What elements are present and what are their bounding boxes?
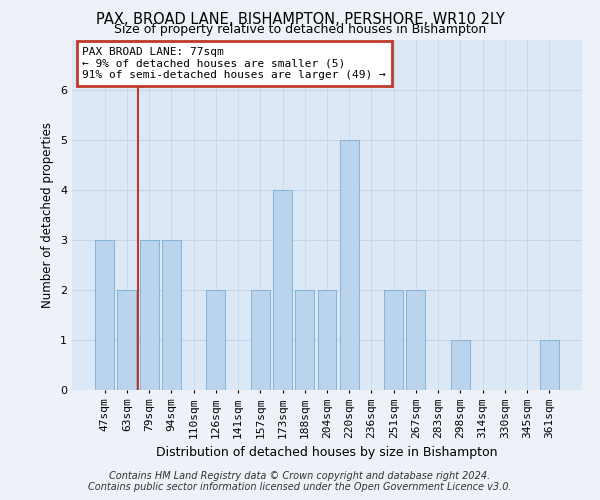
Bar — [451, 340, 470, 390]
X-axis label: Distribution of detached houses by size in Bishampton: Distribution of detached houses by size … — [156, 446, 498, 460]
Bar — [295, 290, 314, 390]
Text: PAX BROAD LANE: 77sqm
← 9% of detached houses are smaller (5)
91% of semi-detach: PAX BROAD LANE: 77sqm ← 9% of detached h… — [82, 47, 386, 80]
Y-axis label: Number of detached properties: Number of detached properties — [41, 122, 55, 308]
Bar — [406, 290, 425, 390]
Bar — [162, 240, 181, 390]
Bar — [251, 290, 270, 390]
Text: Size of property relative to detached houses in Bishampton: Size of property relative to detached ho… — [114, 22, 486, 36]
Bar — [384, 290, 403, 390]
Bar — [340, 140, 359, 390]
Bar — [206, 290, 225, 390]
Text: PAX, BROAD LANE, BISHAMPTON, PERSHORE, WR10 2LY: PAX, BROAD LANE, BISHAMPTON, PERSHORE, W… — [95, 12, 505, 28]
Bar — [540, 340, 559, 390]
Bar — [118, 290, 136, 390]
Text: Contains HM Land Registry data © Crown copyright and database right 2024.
Contai: Contains HM Land Registry data © Crown c… — [88, 471, 512, 492]
Bar — [140, 240, 158, 390]
Bar — [95, 240, 114, 390]
Bar — [317, 290, 337, 390]
Bar — [273, 190, 292, 390]
